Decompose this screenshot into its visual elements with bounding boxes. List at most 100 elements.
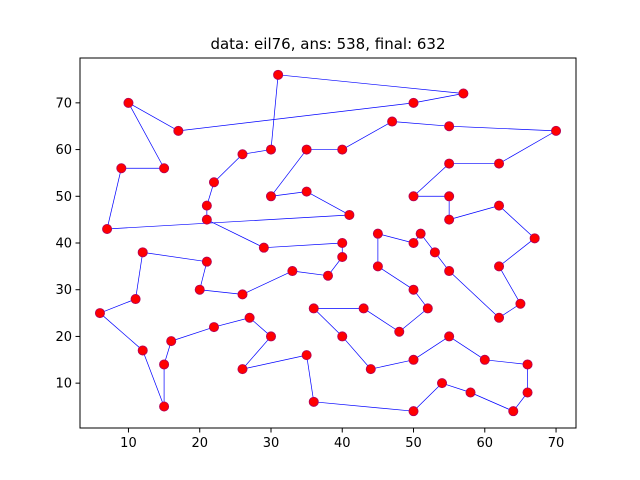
route-segment	[498, 238, 535, 267]
route-segment	[242, 336, 272, 370]
route-segment	[306, 191, 350, 216]
city-point	[522, 387, 533, 398]
route-segment	[199, 289, 243, 295]
y-tick-label: 20	[55, 330, 72, 345]
x-tick-label: 40	[334, 436, 351, 451]
route-segment	[99, 312, 143, 351]
route-segment	[135, 252, 144, 300]
route-segment	[413, 163, 450, 197]
city-point	[159, 163, 170, 174]
chart-title: data: eil76, ans: 538, final: 632	[210, 35, 445, 53]
city-point	[508, 406, 519, 417]
city-point	[201, 214, 212, 225]
city-point	[408, 237, 419, 248]
city-point	[494, 158, 505, 169]
y-tick-label: 10	[55, 377, 72, 392]
city-point	[444, 158, 455, 169]
city-point	[437, 378, 448, 389]
city-point	[265, 331, 276, 342]
route-segment	[342, 121, 393, 150]
route-segment	[292, 270, 329, 277]
city-point	[415, 228, 426, 239]
city-point	[201, 200, 212, 211]
city-point	[308, 396, 319, 407]
route-segment	[413, 382, 443, 412]
city-point	[137, 345, 148, 356]
x-tick-label: 20	[191, 436, 208, 451]
route-segment	[399, 308, 428, 333]
city-point	[408, 284, 419, 295]
city-point	[444, 331, 455, 342]
route-segment	[142, 251, 207, 263]
city-point	[444, 266, 455, 277]
city-point	[322, 270, 333, 281]
route-segment	[484, 359, 528, 365]
city-point	[408, 191, 419, 202]
route-segment	[498, 205, 535, 239]
city-point	[258, 242, 269, 253]
route-segment	[242, 270, 293, 295]
city-point	[337, 144, 348, 155]
route-segment	[448, 270, 500, 319]
route-segment	[449, 205, 500, 220]
city-point	[137, 247, 148, 258]
city-point	[301, 186, 312, 197]
route-segment	[178, 102, 414, 132]
route-segment	[498, 130, 557, 164]
city-point	[337, 331, 348, 342]
city-point	[173, 125, 184, 136]
y-tick-label: 30	[55, 283, 72, 298]
city-point	[365, 364, 376, 375]
city-point	[94, 308, 105, 319]
city-point	[208, 322, 219, 333]
route-segment	[263, 242, 343, 249]
x-tick-label: 50	[405, 436, 422, 451]
city-point	[287, 266, 298, 277]
city-point	[344, 209, 355, 220]
city-point	[265, 191, 276, 202]
city-point	[372, 228, 383, 239]
city-point	[265, 144, 276, 155]
city-point	[408, 406, 419, 417]
city-point	[237, 149, 248, 160]
y-tick-label: 50	[55, 190, 72, 205]
y-tick-label: 60	[55, 143, 72, 158]
route-segment	[313, 308, 343, 337]
route-segment	[313, 401, 414, 412]
x-tick-label: 30	[263, 436, 280, 451]
city-point	[494, 261, 505, 272]
city-point	[479, 354, 490, 365]
axis-ticks: 10 20 30 40 50 60 70 10 20 30 40 50 60 70	[55, 96, 564, 451]
route-segment	[270, 191, 307, 197]
city-point	[372, 261, 383, 272]
city-point	[408, 354, 419, 365]
route-segment	[377, 233, 414, 244]
city-point	[358, 303, 369, 314]
city-point	[116, 163, 127, 174]
route-segment	[449, 125, 557, 132]
route-segment	[142, 350, 165, 407]
city-point	[201, 256, 212, 267]
route-segment	[270, 74, 279, 150]
city-point	[444, 121, 455, 132]
city-point	[166, 336, 177, 347]
city-point	[551, 125, 562, 136]
city-point	[237, 364, 248, 375]
city-point	[208, 177, 219, 188]
y-tick-label: 40	[55, 237, 72, 252]
city-point	[458, 88, 469, 99]
route-segment	[106, 168, 122, 230]
plot-area	[94, 69, 562, 417]
city-point	[123, 97, 134, 108]
x-tick-label: 10	[120, 436, 137, 451]
city-point	[408, 97, 419, 108]
city-point	[422, 303, 433, 314]
city-point	[337, 252, 348, 263]
y-tick-label: 70	[55, 96, 72, 111]
route-segment	[363, 308, 400, 333]
city-point	[273, 69, 284, 80]
city-point	[494, 200, 505, 211]
city-point	[301, 350, 312, 361]
